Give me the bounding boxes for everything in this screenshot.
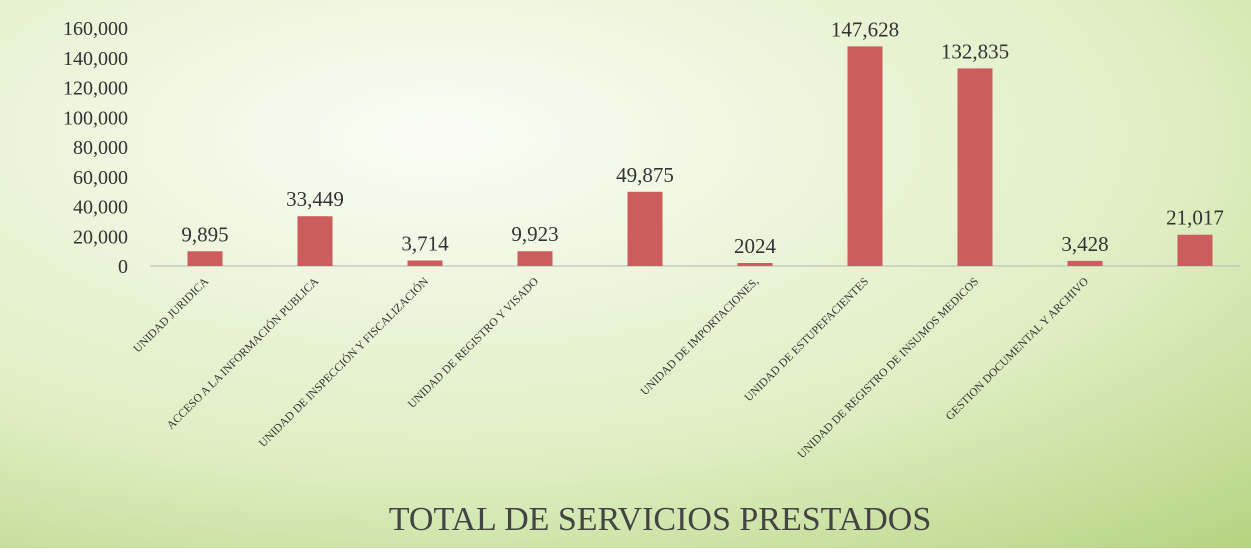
y-tick-label: 60,000 [73, 167, 128, 189]
data-label: 33,449 [286, 187, 344, 211]
y-tick-label: 160,000 [63, 18, 128, 40]
data-label: 3,428 [1061, 232, 1108, 256]
bar [1067, 260, 1103, 266]
y-tick-label: 100,000 [63, 107, 128, 129]
data-label: 147,628 [831, 17, 899, 41]
y-tick-label: 40,000 [73, 197, 128, 219]
bar [847, 46, 883, 266]
y-tick-label: 20,000 [73, 226, 128, 248]
bar [737, 262, 773, 266]
y-tick-label: 140,000 [63, 48, 128, 70]
bar [1177, 234, 1213, 266]
data-label: 49,875 [616, 163, 674, 187]
data-label: 132,835 [941, 39, 1009, 63]
data-label: 21,017 [1166, 206, 1224, 230]
bar [517, 251, 553, 266]
data-label: 2024 [734, 234, 777, 258]
y-tick-label: 120,000 [63, 78, 128, 100]
data-label: 9,923 [511, 222, 558, 246]
data-label: 3,714 [401, 231, 449, 255]
bar [297, 216, 333, 266]
y-tick-label: 80,000 [73, 137, 128, 159]
bar [187, 251, 223, 266]
y-tick-label: 0 [118, 256, 128, 278]
bar [627, 191, 663, 266]
chart-title: TOTAL DE SERVICIOS PRESTADOS [389, 501, 932, 538]
data-label: 9,895 [181, 222, 228, 246]
bar [957, 68, 993, 267]
bar [407, 260, 443, 266]
